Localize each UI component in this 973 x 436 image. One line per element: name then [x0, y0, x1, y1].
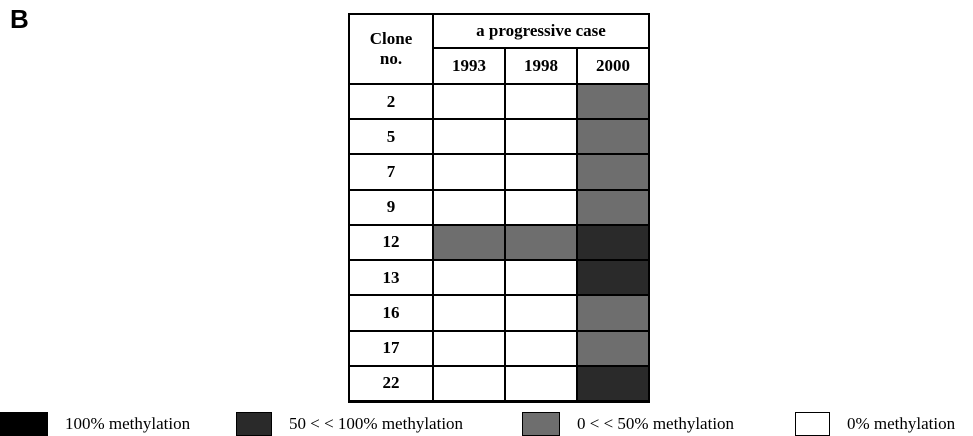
- methylation-cell: [577, 260, 649, 296]
- methylation-cell: [433, 119, 505, 155]
- methylation-cell: [505, 189, 577, 225]
- clone-number: 12: [349, 224, 433, 261]
- clone-number: 2: [349, 84, 433, 120]
- methylation-cell: [433, 224, 505, 261]
- clone-number: 7: [349, 154, 433, 190]
- clone-number: 17: [349, 330, 433, 366]
- methylation-cell: [433, 330, 505, 366]
- methylation-cell: [505, 119, 577, 155]
- methylation-cell: [577, 295, 649, 331]
- panel-label: B: [10, 4, 29, 34]
- clone-number: 9: [349, 189, 433, 225]
- methylation-cell: [433, 365, 505, 401]
- methylation-cell: [577, 189, 649, 225]
- legend-label: 50 < < 100% methylation: [289, 414, 464, 433]
- clone-number: 22: [349, 365, 433, 401]
- methylation-cell: [433, 189, 505, 225]
- methylation-cell: [577, 84, 649, 120]
- methylation-cell: [577, 365, 649, 401]
- methylation-cell: [577, 154, 649, 190]
- methylation-cell: [433, 260, 505, 296]
- methylation-cell: [577, 330, 649, 366]
- methylation-cell: [505, 330, 577, 366]
- methylation-cell: [505, 224, 577, 261]
- methylation-cell: [577, 224, 649, 261]
- methylation-cell: [577, 119, 649, 155]
- legend-swatch: [0, 412, 48, 436]
- legend-label: 0 < < 50% methylation: [577, 414, 735, 433]
- legend-label: 0% methylation: [847, 414, 956, 433]
- methylation-cell: [505, 84, 577, 120]
- methylation-cell: [505, 365, 577, 401]
- methylation-cell: [433, 295, 505, 331]
- legend-swatch: [795, 412, 830, 436]
- legend-swatch: [236, 412, 272, 436]
- header-clone: Clone no.: [349, 14, 433, 84]
- header-year: 2000: [577, 48, 649, 84]
- methylation-cell: [505, 154, 577, 190]
- clone-number: 13: [349, 260, 433, 296]
- header-year: 1998: [505, 48, 577, 84]
- header-group: a progressive case: [433, 14, 649, 48]
- methylation-cell: [433, 154, 505, 190]
- methylation-cell: [505, 295, 577, 331]
- header-year: 1993: [433, 48, 505, 84]
- methylation-cell: [433, 84, 505, 120]
- clone-number: 16: [349, 295, 433, 331]
- legend-label: 100% methylation: [65, 414, 191, 433]
- methylation-cell: [505, 260, 577, 296]
- clone-number: 5: [349, 119, 433, 155]
- legend-swatch: [522, 412, 560, 436]
